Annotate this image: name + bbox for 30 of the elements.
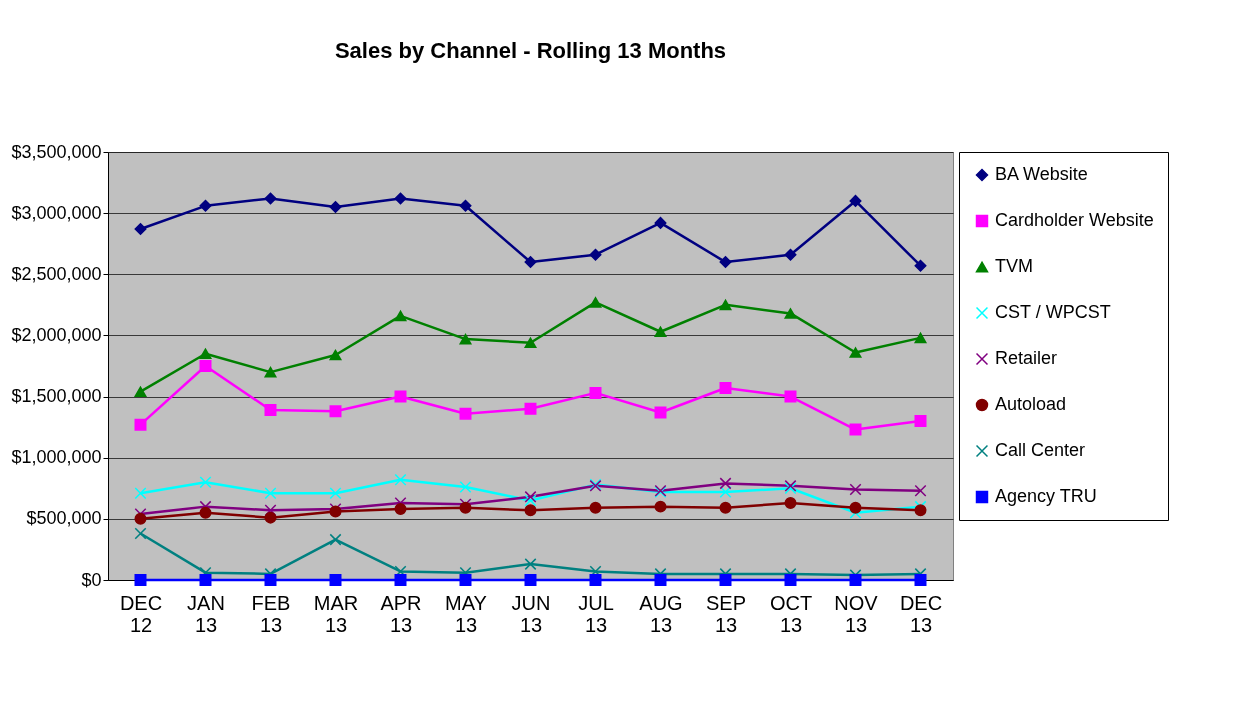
x-tick-label: JAN 13 bbox=[187, 591, 225, 636]
y-tick-label: $3,000,000 bbox=[11, 202, 102, 223]
x-tick-label: FEB 13 bbox=[251, 591, 291, 636]
y-tick-label: $3,500,000 bbox=[11, 141, 102, 162]
x-tick-label: OCT 13 bbox=[769, 591, 813, 636]
y-tick-label: $2,500,000 bbox=[11, 263, 102, 284]
legend-label: Retailer bbox=[995, 348, 1058, 368]
legend-label: TVM bbox=[995, 256, 1033, 276]
x-tick-label: MAY 13 bbox=[445, 591, 487, 636]
y-tick-label: $2,000,000 bbox=[11, 324, 102, 345]
x-tick-label: DEC 13 bbox=[899, 591, 943, 636]
legend-label: Call Center bbox=[995, 440, 1086, 460]
legend-label: Cardholder Website bbox=[995, 210, 1154, 230]
x-tick-label: NOV 13 bbox=[834, 591, 879, 636]
y-tick-label: $1,000,000 bbox=[11, 447, 102, 468]
x-tick-label: SEP 13 bbox=[705, 591, 747, 636]
legend-label: Autoload bbox=[995, 394, 1067, 414]
legend-label: Agency TRU bbox=[995, 486, 1097, 506]
y-tick-label: $1,500,000 bbox=[11, 386, 102, 407]
y-tick-label: $500,000 bbox=[26, 508, 102, 529]
legend-label: BA Website bbox=[995, 164, 1088, 184]
x-tick-label: AUG 13 bbox=[639, 591, 683, 636]
x-tick-label: DEC 12 bbox=[119, 591, 163, 636]
y-tick-label: $0 bbox=[81, 569, 102, 590]
chart-title: Sales by Channel - Rolling 13 Months bbox=[334, 38, 727, 63]
x-tick-label: JUL 13 bbox=[578, 591, 614, 636]
x-tick-label: MAR 13 bbox=[313, 591, 359, 636]
x-tick-label: JUN 13 bbox=[511, 591, 551, 636]
legend-label: CST / WPCST bbox=[995, 302, 1111, 322]
x-tick-label: APR 13 bbox=[380, 591, 422, 636]
